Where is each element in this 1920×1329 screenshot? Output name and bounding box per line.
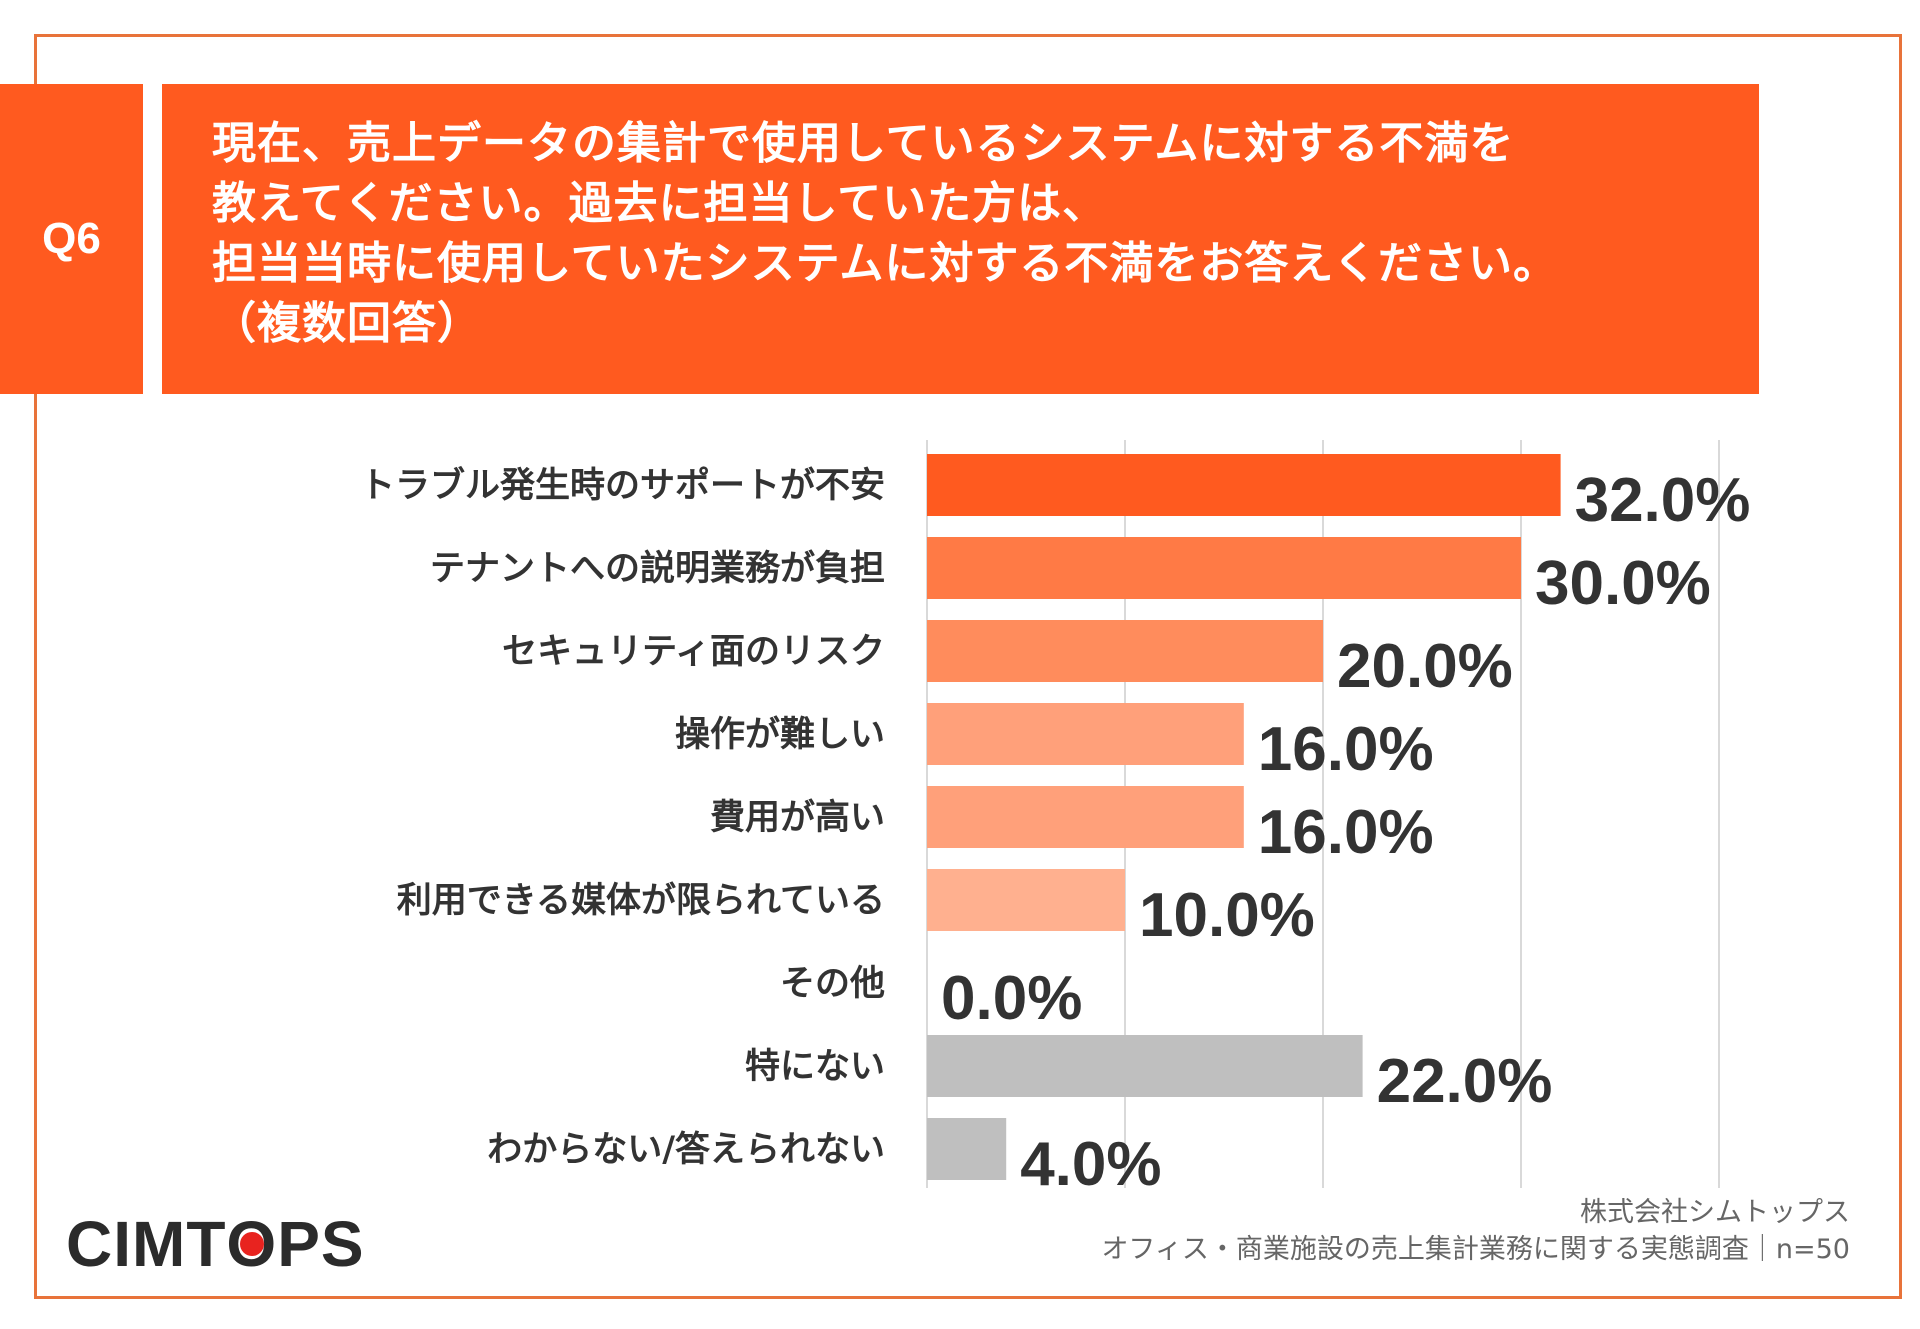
category-label: 利用できる媒体が限られている xyxy=(397,881,885,921)
question-line: 教えてください。過去に担当していた方は、 xyxy=(212,178,1108,229)
category-label: 特にない xyxy=(745,1047,885,1087)
bar xyxy=(927,454,1561,516)
bar xyxy=(927,1118,1007,1180)
bar xyxy=(927,620,1323,682)
value-label: 32.0% xyxy=(1575,466,1751,535)
value-label: 4.0% xyxy=(1020,1130,1161,1199)
value-label: 22.0% xyxy=(1377,1047,1553,1116)
question-line: （複数回答） xyxy=(212,298,482,349)
bar xyxy=(927,1035,1363,1097)
value-label: 0.0% xyxy=(941,964,1082,1033)
logo-red-dot xyxy=(239,1232,264,1256)
bar xyxy=(927,786,1244,848)
category-label: セキュリティ面のリスク xyxy=(502,632,885,672)
logo-text-part: PS xyxy=(277,1208,365,1280)
value-label: 10.0% xyxy=(1139,881,1315,950)
logo-text-part: CIMT xyxy=(66,1208,227,1280)
bar xyxy=(927,703,1244,765)
category-label: トラブル発生時のサポートが不安 xyxy=(360,465,885,506)
question-line: 担当当時に使用していたシステムに対する不満をお答えください。 xyxy=(212,238,1559,289)
question-line: 現在、売上データの集計で使用しているシステムに対する不満を xyxy=(212,118,1515,169)
question-text-box: 現在、売上データの集計で使用しているシステムに対する不満を 教えてください。過去… xyxy=(162,84,1759,394)
source-note: 株式会社シムトップス オフィス・商業施設の売上集計業務に関する実態調査｜n=50 xyxy=(1101,1194,1850,1268)
logo-o-with-dot: O xyxy=(226,1212,277,1276)
bar xyxy=(927,537,1521,599)
category-label: 費用が高い xyxy=(710,798,885,838)
value-label: 16.0% xyxy=(1258,715,1434,784)
question-number-badge: Q6 xyxy=(0,84,143,394)
outer-frame xyxy=(34,34,1902,1299)
category-label: その他 xyxy=(780,964,885,1004)
company-logo: CIMTOPS xyxy=(66,1212,365,1276)
value-label: 30.0% xyxy=(1535,549,1711,618)
category-label: わからない/答えられない xyxy=(487,1130,885,1170)
value-label: 16.0% xyxy=(1258,798,1434,867)
category-label: テナントへの説明業務が負担 xyxy=(430,549,885,589)
bar xyxy=(927,869,1125,931)
company-name: 株式会社シムトップス xyxy=(1580,1197,1850,1228)
value-label: 20.0% xyxy=(1337,632,1513,701)
category-label: 操作が難しい xyxy=(675,715,885,755)
survey-source: オフィス・商業施設の売上集計業務に関する実態調査｜n=50 xyxy=(1101,1234,1850,1265)
